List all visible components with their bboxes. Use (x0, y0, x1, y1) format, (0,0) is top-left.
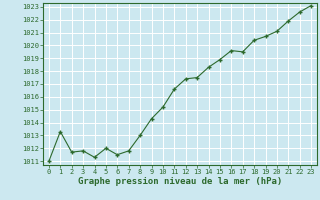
X-axis label: Graphe pression niveau de la mer (hPa): Graphe pression niveau de la mer (hPa) (78, 177, 282, 186)
